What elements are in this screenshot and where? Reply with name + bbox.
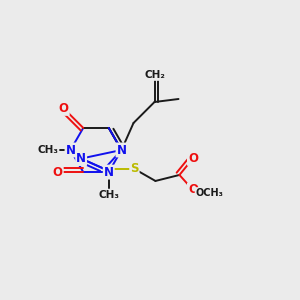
Text: N: N [65,143,76,157]
Text: CH₃: CH₃ [98,190,119,200]
Text: O: O [188,152,198,165]
Text: CH₂: CH₂ [144,70,165,80]
Text: O: O [53,166,63,178]
Text: CH₃: CH₃ [38,145,58,155]
Text: O: O [188,184,198,196]
Text: O: O [59,102,69,115]
Text: N: N [76,152,86,165]
Text: OCH₃: OCH₃ [196,188,224,198]
Text: N: N [104,166,114,178]
Text: S: S [130,163,139,176]
Text: N: N [116,143,127,157]
